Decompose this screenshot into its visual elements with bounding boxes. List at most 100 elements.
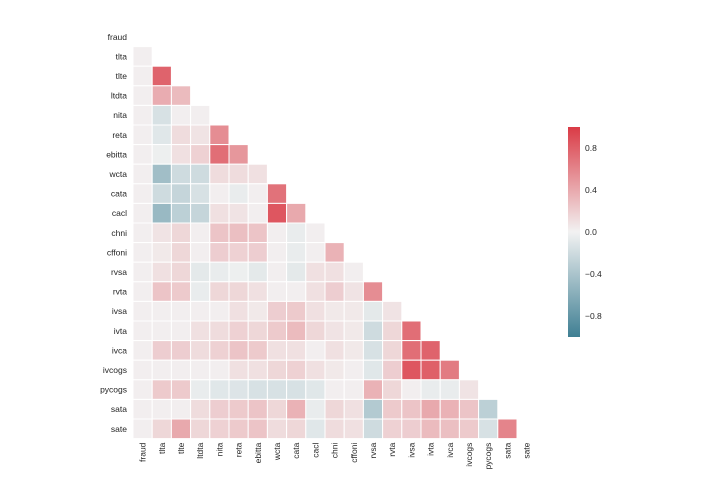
x-tick-label-fraud: fraud	[138, 442, 148, 462]
heatmap-cell-rvsa-tlte	[170, 261, 192, 283]
heatmap-cell-ivsa-fraud	[132, 300, 153, 322]
heatmap-cell-ivcogs-rvta	[382, 359, 403, 381]
heatmap-cell-sate-wcta	[266, 418, 288, 440]
colorbar: 0.8 0.4 0.0 −0.4 −0.8	[568, 127, 602, 337]
heatmap-cell-ivta-ebitta	[247, 320, 268, 342]
heatmap-cell-ivcogs-nita	[209, 359, 230, 381]
heatmap-cell-cacl-reta	[228, 202, 249, 224]
heatmap-cell-tlta-fraud	[132, 46, 153, 67]
heatmap-cell-pycogs-chni	[324, 379, 345, 400]
heatmap-cell-ivta-cata	[286, 320, 307, 342]
heatmap-cell-sata-ivcogs	[458, 398, 480, 420]
x-tick-label-pycogs: pycogs	[483, 443, 493, 470]
heatmap-cell-cata-tlte	[170, 183, 192, 204]
x-tick-label-ebitta: ebitta	[253, 442, 263, 463]
heatmap-cell-ivsa-rvta	[382, 300, 403, 322]
heatmap-cell-cffoni-nita	[209, 242, 230, 263]
heatmap-cell-pycogs-ivca	[439, 379, 460, 400]
heatmap-cell-sata-ivta	[420, 398, 441, 420]
heatmap-cells	[132, 46, 518, 440]
heatmap-cell-ivca-reta	[228, 340, 249, 361]
y-tick-label-pycogs: pycogs	[100, 385, 127, 395]
heatmap-cell-rvta-ebitta	[247, 281, 268, 302]
x-tick-label-nita: nita	[214, 442, 224, 456]
heatmap-cell-reta-tlta	[151, 124, 172, 146]
heatmap-cell-nita-tlta	[151, 104, 172, 126]
heatmap-cell-cata-ltdta	[190, 183, 211, 204]
heatmap-cell-ivca-fraud	[132, 340, 153, 361]
heatmap-cell-sata-cata	[286, 398, 307, 420]
heatmap-cell-ivsa-rvsa	[362, 300, 384, 322]
heatmap-cell-sate-pycogs	[478, 418, 499, 440]
heatmap-cell-rvta-tlta	[151, 281, 172, 302]
heatmap-cell-ivta-reta	[228, 320, 249, 342]
heatmap-cell-wcta-tlte	[170, 163, 192, 185]
heatmap-cell-rvsa-chni	[324, 261, 345, 283]
heatmap-cell-chni-tlte	[170, 222, 192, 244]
heatmap-cell-wcta-reta	[228, 163, 249, 185]
colorbar-tick-label: 0.4	[585, 185, 597, 195]
heatmap-cell-rvsa-ebitta	[247, 261, 268, 283]
heatmap-cell-pycogs-fraud	[132, 379, 153, 400]
heatmap-cell-rvta-reta	[228, 281, 249, 302]
heatmap-cell-sata-rvsa	[362, 398, 384, 420]
heatmap-cell-ltdta-tlte	[170, 85, 192, 106]
x-tick-label-rvsa: rvsa	[368, 442, 378, 458]
heatmap-cell-ivca-nita	[209, 340, 230, 361]
heatmap-cell-tlte-fraud	[132, 65, 153, 87]
y-tick-label-fraud: fraud	[108, 32, 128, 42]
x-tick-label-rvta: rvta	[387, 442, 397, 456]
heatmap-cell-ebitta-tlte	[170, 144, 192, 165]
heatmap-cell-ivsa-cata	[286, 300, 307, 322]
heatmap-cell-pycogs-cata	[286, 379, 307, 400]
y-tick-label-ivca: ivca	[112, 345, 127, 355]
heatmap-cell-ebitta-reta	[228, 144, 249, 165]
x-tick-label-tlta: tlta	[157, 442, 167, 454]
x-tick-label-chni: chni	[330, 442, 340, 458]
heatmap-cell-chni-ebitta	[247, 222, 268, 244]
x-tick-label-tlte: tlte	[176, 442, 186, 454]
heatmap-cell-pycogs-ltdta	[190, 379, 211, 400]
heatmap-cell-sate-ivta	[420, 418, 441, 440]
y-tick-label-rvsa: rvsa	[111, 267, 127, 277]
heatmap-cell-sata-cacl	[305, 398, 326, 420]
heatmap-cell-ivcogs-reta	[228, 359, 249, 381]
x-tick-label-ltdta: ltdta	[195, 442, 205, 458]
heatmap-cell-ivta-wcta	[266, 320, 288, 342]
y-tick-label-rvta: rvta	[113, 287, 127, 297]
heatmap-cell-ivca-ebitta	[247, 340, 268, 361]
heatmap-cell-rvta-nita	[209, 281, 230, 302]
x-tick-label-reta: reta	[234, 442, 244, 457]
heatmap-cell-sate-ebitta	[247, 418, 268, 440]
heatmap-cell-sate-nita	[209, 418, 230, 440]
heatmap-cell-pycogs-wcta	[266, 379, 288, 400]
y-tick-label-ebitta: ebitta	[106, 149, 127, 159]
colorbar-tick-label: −0.4	[585, 269, 602, 279]
heatmap-cell-sata-reta	[228, 398, 249, 420]
heatmap-cell-cffoni-cacl	[305, 242, 326, 263]
heatmap-cell-cata-fraud	[132, 183, 153, 204]
heatmap-cell-chni-cacl	[305, 222, 326, 244]
heatmap-cell-pycogs-ivta	[420, 379, 441, 400]
y-tick-label-wcta: wcta	[109, 169, 128, 179]
heatmap-cell-ivta-rvta	[382, 320, 403, 342]
heatmap-cell-rvsa-reta	[228, 261, 249, 283]
y-tick-label-reta: reta	[112, 130, 127, 140]
heatmap-cell-cacl-ebitta	[247, 202, 268, 224]
x-tick-label-cata: cata	[291, 442, 301, 458]
heatmap-cell-pycogs-rvsa	[362, 379, 384, 400]
heatmap-cell-ivcogs-cacl	[305, 359, 326, 381]
heatmap-cell-ivsa-cffoni	[343, 300, 364, 322]
heatmap-cell-cffoni-cata	[286, 242, 307, 263]
x-tick-label-ivsa: ivsa	[406, 442, 416, 457]
heatmap-cell-ivca-ivsa	[401, 340, 422, 361]
heatmap-cell-chni-reta	[228, 222, 249, 244]
heatmap-cell-ivta-tlte	[170, 320, 192, 342]
heatmap-cell-rvsa-tlta	[151, 261, 172, 283]
heatmap-cell-rvta-wcta	[266, 281, 288, 302]
heatmap-cell-ivsa-ebitta	[247, 300, 268, 322]
heatmap-cell-ivsa-cacl	[305, 300, 326, 322]
heatmap-cell-sata-pycogs	[478, 398, 499, 420]
heatmap-cell-sate-cffoni	[343, 418, 364, 440]
